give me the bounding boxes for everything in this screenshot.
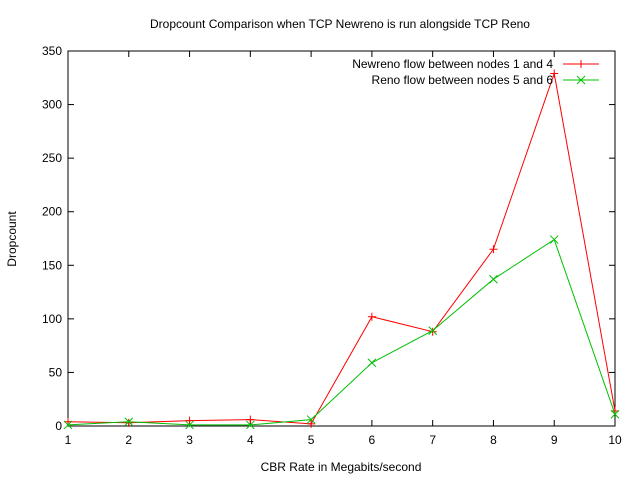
series-2-point [185,420,194,430]
y-tick-label: 250 [42,151,62,165]
series-2-point [63,420,73,430]
series-2-point [489,274,498,284]
y-axis-label: Dropcount [5,211,19,267]
series-2-point [610,409,620,419]
x-tick-label: 2 [125,433,132,447]
series-2-line [67,238,616,426]
x-tick-label: 3 [186,433,193,447]
x-axis-label: CBR Rate in Megabits/second [261,460,422,474]
series-layer [63,69,620,430]
x-tick-label: 9 [551,433,558,447]
legend-label: Reno flow between nodes 5 and 6 [372,73,554,87]
x-tick-label: 1 [65,433,72,447]
x-tick-label: 8 [490,433,497,447]
legend-label: Newreno flow between nodes 1 and 4 [352,57,553,71]
series-2-point [549,235,559,244]
series-1-line [67,71,616,425]
x-tick-label: 7 [429,433,436,447]
x-tick-label: 4 [247,433,254,447]
series-1-point [185,416,194,425]
x-tick-label: 5 [308,433,315,447]
series-1-point [489,245,498,254]
legend-marker [577,60,585,68]
series-1-point [307,419,316,428]
axis-ticks: 0 50 100 150 200 250 300 350 1 2 3 4 5 6 7 8 9 10 [42,44,622,447]
y-tick-label: 50 [49,365,63,379]
plot-frame [67,50,616,427]
chart-title: Dropcount Comparison when TCP Newreno is… [150,17,530,31]
y-tick-label: 200 [42,205,62,219]
series-2-point [124,417,134,427]
series-1-point [367,312,376,321]
series-2 [63,235,620,430]
x-tick-label: 6 [369,433,376,447]
y-tick-label: 0 [55,419,62,433]
series-2-point [428,326,438,335]
series-2-point [245,420,255,430]
series-2-point [367,358,377,368]
legend: Newreno flow between nodes 1 and 4 Reno f… [352,57,599,87]
y-tick-label: 300 [42,98,62,112]
series-1-point [246,415,255,424]
series-2-point [306,415,316,424]
y-tick-label: 150 [42,258,62,272]
y-tick-label: 100 [42,312,62,326]
y-tick-label: 350 [42,44,62,58]
series-1-point [124,418,133,427]
series-1-point [550,69,559,78]
legend-marker [576,75,586,85]
x-tick-label: 10 [608,433,622,447]
